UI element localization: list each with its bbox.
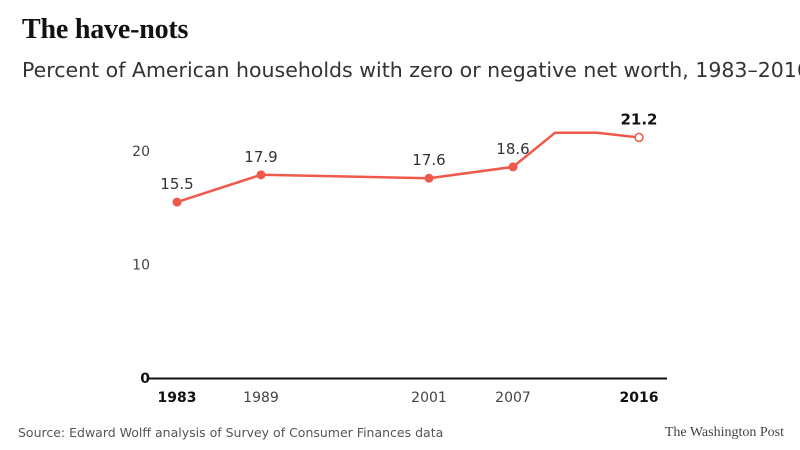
x-tick-label: 2016 [620,390,659,406]
y-tick-label: 0 [140,371,150,387]
data-label: 21.2 [620,110,657,128]
data-point [508,162,518,172]
data-label: 15.5 [160,175,193,193]
x-tick-label: 1989 [243,390,279,406]
data-point [256,170,266,180]
source-note: Source: Edward Wolff analysis of Survey … [18,425,444,440]
x-axis: 1983 1989 2001 2007 2016 [148,377,667,406]
y-tick-label: 10 [132,258,150,274]
chart-title: The have-nots [22,14,189,45]
data-label: 17.6 [412,151,445,169]
x-tick-label: 2007 [495,390,531,406]
data-point [424,173,434,183]
series-line [175,131,641,204]
x-tick-label: 2001 [411,390,447,406]
publisher-credit: The Washington Post [664,425,784,440]
data-label: 17.9 [244,148,277,166]
marker-layer: 15.5 17.9 17.6 18.6 21.2 [160,110,658,207]
data-label: 18.6 [496,140,529,158]
data-point [172,197,182,207]
series-layer [175,131,641,204]
x-tick-label: 1983 [158,390,197,406]
chart-subtitle: Percent of American households with zero… [22,58,800,82]
data-point [634,132,644,143]
y-axis: 0 10 20 [132,144,150,387]
y-tick-label: 20 [132,144,150,160]
